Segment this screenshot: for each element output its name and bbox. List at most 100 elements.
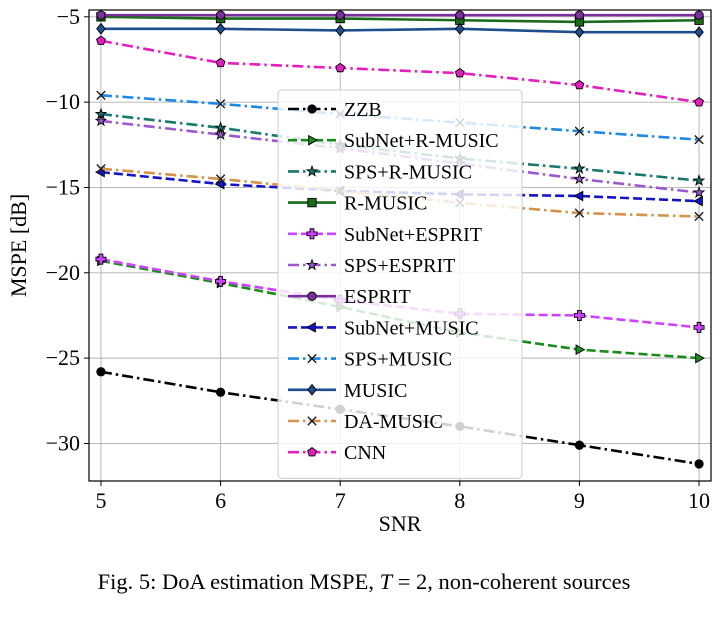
y-tick-label: −20 (46, 260, 80, 285)
axis-ticks: 5 6 7 8 9 10 −30 −25 −20 −15 −10 −5 (46, 4, 710, 513)
data-point-cnn (96, 35, 106, 45)
legend-label: SubNet+ESPRIT (344, 224, 482, 246)
legend-swatch-marker (307, 447, 317, 457)
legend-swatch-marker (307, 291, 317, 301)
legend-label: MUSIC (344, 380, 407, 402)
data-point-subnet-music (214, 178, 225, 190)
legend-entry-subnet-esprit: SubNet+ESPRIT (288, 224, 482, 246)
series-line-cnn (100, 39, 700, 104)
data-point-sps-music (96, 90, 106, 101)
series-line-da-music (100, 167, 700, 218)
legend-swatch-marker (307, 104, 317, 114)
data-point-zzb (96, 367, 106, 377)
data-point-sps-music (215, 99, 226, 109)
data-point-zzb (215, 387, 226, 397)
data-point-sps-esprit (692, 185, 706, 198)
x-tick-label: 7 (335, 488, 346, 513)
legend-entry-sps-r-music: SPS+R-MUSIC (288, 161, 472, 183)
data-point-esprit (455, 10, 465, 20)
data-point-sps-esprit (573, 172, 586, 185)
legend-entry-cnn: CNN (288, 442, 386, 464)
data-point-music (215, 22, 226, 35)
series-line-music (100, 27, 700, 34)
data-point-sps-esprit (214, 127, 227, 140)
mspe-line-chart: 5 6 7 8 9 10 −30 −25 −20 −15 −10 −5 SNR MSPE [dB] Z… (6, 4, 712, 536)
y-tick-label: −25 (46, 345, 80, 370)
series-line-r-music (100, 15, 700, 24)
legend-entry-sps-esprit: SPS+ESPRIT (288, 255, 455, 277)
x-tick-label: 5 (95, 488, 106, 513)
legend-entry-subnet-r-music: SubNet+R-MUSIC (288, 130, 499, 152)
legend-box (277, 89, 523, 479)
data-point-zzb (694, 459, 704, 469)
data-point-sps-r-music (573, 162, 586, 175)
data-point-da-music (694, 211, 704, 222)
data-point-da-music (96, 164, 106, 174)
legend-label: SPS+ESPRIT (344, 255, 455, 277)
data-point-cnn (215, 57, 226, 68)
series-esprit (96, 10, 704, 20)
data-point-sps-r-music (692, 174, 706, 187)
legend-label: SPS+R-MUSIC (344, 161, 472, 183)
legend-swatch-marker (305, 258, 319, 271)
y-tick-label: −15 (46, 174, 80, 199)
legend-entry-zzb: ZZB (288, 99, 382, 121)
legend-label: R-MUSIC (344, 193, 427, 215)
legend-label: DA-MUSIC (344, 411, 443, 433)
data-point-subnet-esprit (215, 275, 227, 287)
data-point-subnet-esprit (693, 321, 705, 333)
data-point-subnet-esprit (573, 309, 585, 321)
y-tick-label: −10 (46, 89, 80, 114)
data-point-music (694, 26, 704, 39)
legend-swatch-marker (307, 197, 317, 208)
legend-swatch-marker (306, 228, 318, 240)
data-point-subnet-esprit (95, 253, 107, 265)
data-point-music (335, 24, 345, 37)
legend-entry-music: MUSIC (288, 380, 407, 402)
data-point-esprit (574, 10, 585, 20)
legend-swatch-marker (308, 134, 318, 146)
data-point-sps-music (574, 126, 585, 136)
figure-caption: Fig. 5: DoA estimation MSPE, T = 2, non-… (0, 562, 728, 602)
data-point-da-music (215, 174, 226, 184)
y-tick-label: −5 (57, 4, 80, 29)
data-point-esprit (96, 10, 106, 20)
legend-swatch-marker (305, 164, 319, 177)
data-point-sps-music (694, 135, 704, 145)
series-cnn (96, 35, 704, 107)
legend-swatch-marker (307, 353, 317, 364)
data-point-esprit (335, 10, 345, 20)
legend-entry-da-music: DA-MUSIC (288, 411, 443, 433)
data-point-da-music (574, 208, 585, 218)
legend-label: SubNet+MUSIC (344, 317, 479, 339)
legend-label: SPS+MUSIC (344, 349, 452, 371)
legend-entry-r-music: R-MUSIC (288, 193, 427, 215)
legend-entry-sps-music: SPS+MUSIC (288, 349, 452, 371)
data-point-music (455, 22, 465, 35)
caption-prefix: Fig. 5: DoA estimation MSPE, (97, 569, 380, 594)
data-point-subnet-r-music (575, 344, 586, 355)
legend-label: ZZB (344, 99, 382, 121)
caption-suffix: = 2, non-coherent sources (392, 569, 631, 594)
legend-label: CNN (344, 442, 386, 464)
legend: ZZB SubNet+R-MUSIC SPS+R-MUSIC R-MUSIC SubNe… (277, 89, 523, 479)
data-point-esprit (215, 10, 226, 20)
x-axis-label: SNR (379, 511, 422, 536)
legend-entry-esprit: ESPRIT (288, 286, 411, 308)
data-point-cnn (335, 62, 346, 73)
data-point-music (96, 22, 106, 35)
x-tick-label: 8 (454, 488, 465, 513)
legend-entry-subnet-music: SubNet+MUSIC (288, 317, 479, 339)
legend-swatch-marker (307, 416, 317, 426)
data-point-cnn (574, 79, 585, 90)
legend-swatch-marker (306, 322, 316, 333)
plot-frame (88, 9, 712, 482)
x-tick-label: 9 (574, 488, 585, 513)
data-point-esprit (694, 10, 704, 20)
y-axis-label: MSPE [dB] (6, 194, 31, 297)
data-point-subnet-r-music (695, 352, 706, 364)
legend-label: SubNet+R-MUSIC (344, 130, 499, 152)
data-point-zzb (574, 440, 585, 450)
legend-swatch-marker (307, 383, 317, 396)
x-tick-label: 10 (688, 488, 710, 513)
